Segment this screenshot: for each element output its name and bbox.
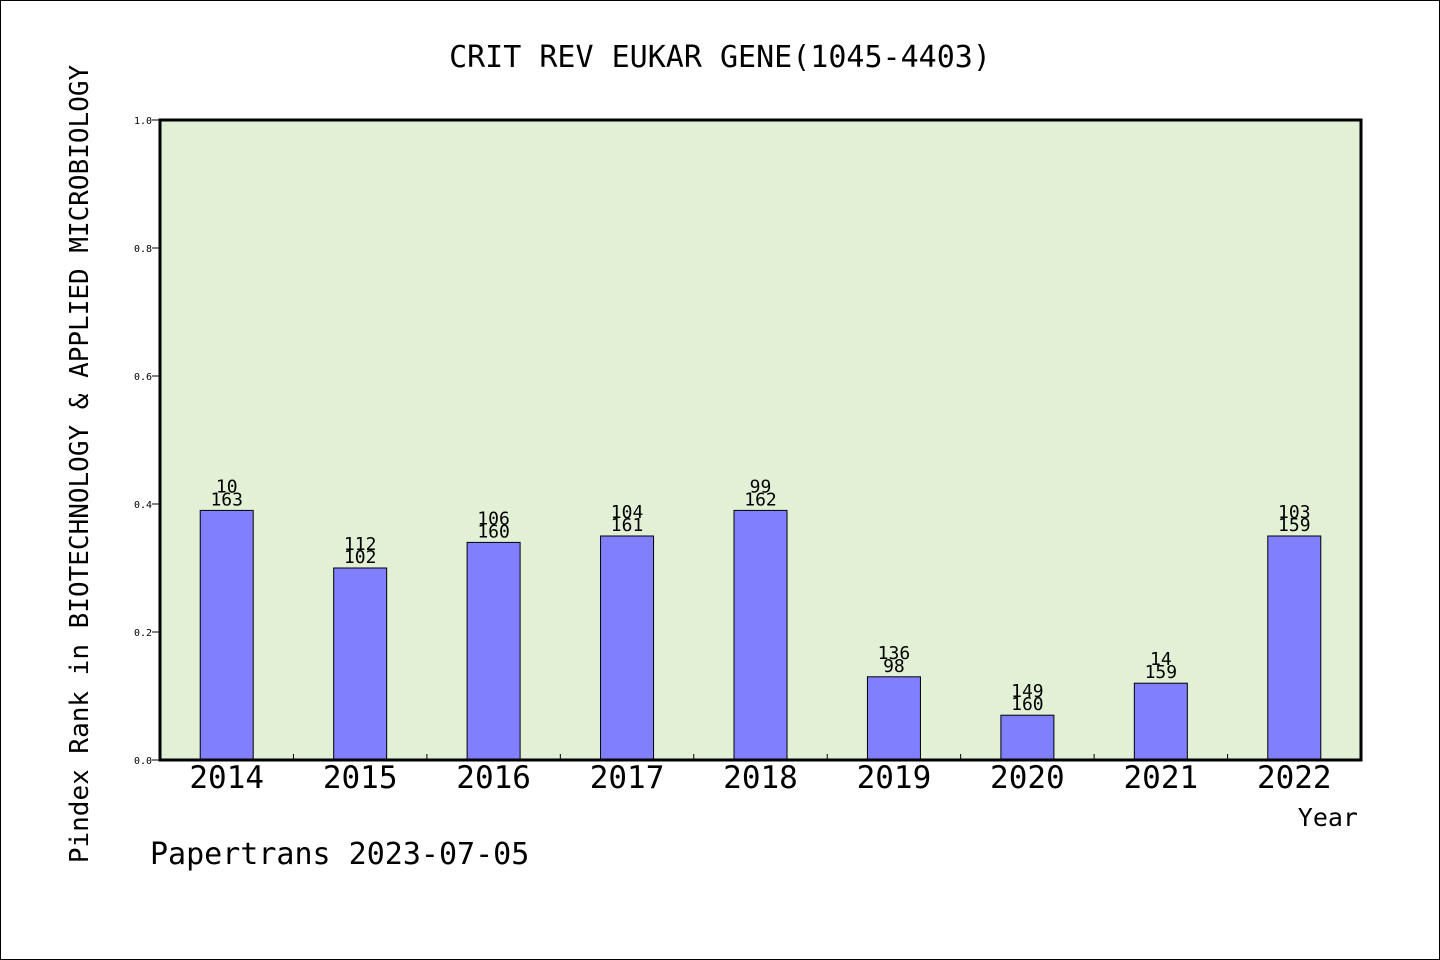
y-axis-ticks: 0.0 0.2 0.4 0.6 0.8 1.0	[134, 116, 160, 767]
x-tick-label: 2014	[189, 760, 264, 796]
bar-2015	[333, 567, 388, 761]
x-tick-label: 2019	[857, 760, 932, 796]
y-axis-label: Pindex Rank in BIOTECHNOLOGY & APPLIED M…	[65, 64, 95, 863]
bar-label-top: 14	[1150, 649, 1172, 670]
bar-label-top: 136	[878, 643, 911, 664]
bar-label-bottom: 159	[1145, 662, 1178, 683]
bar-label-bottom: 162	[744, 489, 777, 510]
bar-2021	[1133, 682, 1188, 761]
bar-label-top: 99	[750, 476, 772, 497]
bar-label-top: 106	[477, 508, 510, 529]
bar-label-bottom: 98	[883, 656, 905, 677]
bar-label-bottom: 163	[210, 489, 243, 510]
bar-label-top: 10	[216, 476, 238, 497]
bar-2018	[733, 509, 788, 761]
x-tick-label: 2016	[456, 760, 531, 796]
bar-label-bottom: 102	[344, 547, 377, 568]
y-tick-label: 1.0	[134, 116, 152, 127]
chart-title: CRIT REV EUKAR GENE(1045-4403)	[449, 40, 991, 75]
bars: 1016311210210616010416199162136981491601…	[199, 476, 1322, 761]
bar-label-bottom: 160	[1011, 694, 1044, 715]
bar-label-top: 104	[611, 502, 644, 523]
bar-label-top: 103	[1278, 502, 1311, 523]
y-tick-label: 0.4	[134, 500, 152, 511]
bar-label-bottom: 159	[1278, 515, 1311, 536]
x-tick-label: 2017	[590, 760, 665, 796]
bar-2020	[1000, 714, 1055, 761]
x-tick-label: 2022	[1257, 760, 1332, 796]
x-axis-label: Year	[1298, 803, 1358, 832]
bar-2017	[600, 535, 655, 761]
bar-label-top: 112	[344, 534, 377, 555]
x-tick-label: 2018	[723, 760, 798, 796]
bar-2022	[1267, 535, 1322, 761]
x-tick-label: 2020	[990, 760, 1065, 796]
bar-label-bottom: 161	[611, 515, 644, 536]
bar-label-top: 149	[1011, 681, 1044, 702]
bar-2014	[199, 509, 254, 761]
y-tick-label: 0.2	[134, 628, 152, 639]
x-tick-label: 2021	[1124, 760, 1199, 796]
footer-credit: Papertrans 2023-07-05	[150, 837, 529, 872]
bar-2019	[866, 676, 921, 761]
x-tick-label: 2015	[323, 760, 398, 796]
y-tick-label: 0.0	[134, 756, 152, 767]
x-axis-tick-labels: 2014 2015 2016 2017 2018 2019 2020 2021 2022	[189, 754, 1332, 796]
bar-2016	[466, 541, 521, 761]
y-tick-label: 0.6	[134, 372, 152, 383]
plot-border	[158, 118, 1363, 762]
y-tick-label: 0.8	[134, 244, 152, 255]
bar-label-bottom: 160	[477, 521, 510, 542]
